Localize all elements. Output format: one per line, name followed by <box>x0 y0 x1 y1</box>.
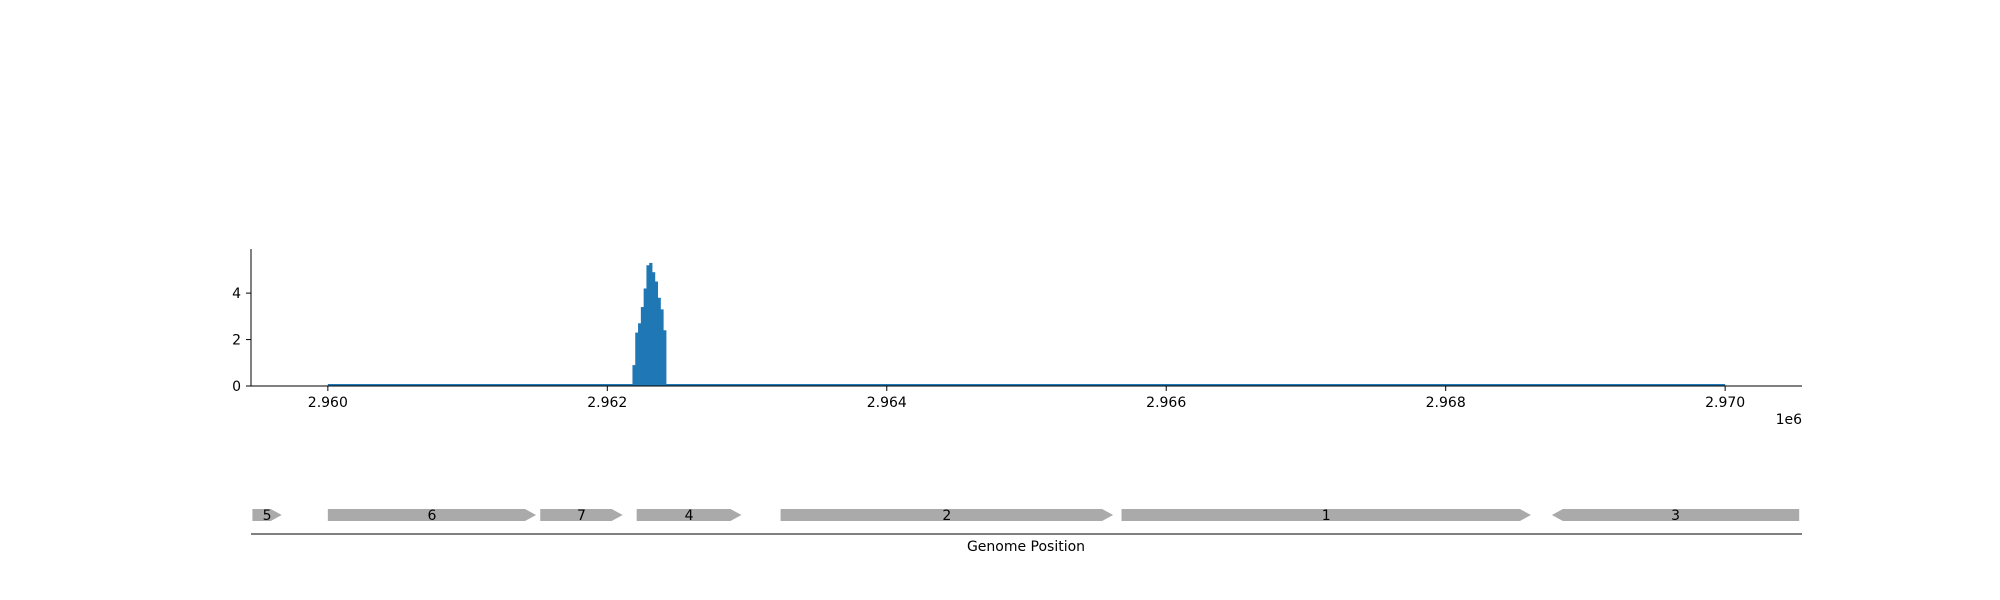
x-tick-label: 2.960 <box>308 395 348 411</box>
y-tick-label: 0 <box>232 379 241 395</box>
coverage-bar <box>657 297 661 386</box>
coverage-bar <box>652 272 656 386</box>
y-tick-label: 4 <box>232 286 241 302</box>
coverage-bar <box>663 330 667 386</box>
gene-label: 1 <box>1322 508 1331 524</box>
coverage-plot: 2.960 2.962 2.964 2.966 2.968 2.970 0 2 4 1e6 <box>232 249 1802 428</box>
x-tick-label: 2.966 <box>1146 395 1186 411</box>
coverage-bar <box>660 309 664 386</box>
gene-label: 4 <box>685 508 694 524</box>
gene-arrow <box>327 509 537 521</box>
gene-arrow <box>1551 509 1800 521</box>
gene-label: 3 <box>1671 508 1680 524</box>
x-tick-label: 2.964 <box>867 395 907 411</box>
gene-arrows: 5 6 7 4 2 1 3 <box>252 508 1800 524</box>
coverage-bar <box>646 265 650 386</box>
y-tick-label: 2 <box>232 333 241 349</box>
gene-track-xlabel: Genome Position <box>967 539 1085 555</box>
gene-arrow <box>540 509 623 521</box>
x-tick-label: 2.968 <box>1426 395 1466 411</box>
coverage-bar <box>640 307 645 386</box>
gene-arrow <box>636 509 742 521</box>
x-tick-label: 2.970 <box>1705 395 1745 411</box>
coverage-bar <box>649 262 653 386</box>
coverage-bar <box>638 323 642 386</box>
gene-label: 6 <box>427 508 436 524</box>
gene-label: 2 <box>942 508 951 524</box>
x-axis-offset-label: 1e6 <box>1776 412 1803 428</box>
gene-label: 7 <box>577 508 586 524</box>
coverage-area <box>632 262 667 386</box>
coverage-bar <box>654 281 659 386</box>
coverage-bar <box>632 365 636 386</box>
gene-arrow <box>1121 509 1531 521</box>
x-axis-ticks: 2.960 2.962 2.964 2.966 2.968 2.970 <box>308 386 1745 411</box>
coverage-bar <box>643 288 647 386</box>
gene-arrow <box>252 509 282 521</box>
coverage-bar <box>635 332 639 386</box>
gene-label: 5 <box>263 508 272 524</box>
gene-arrow <box>780 509 1114 521</box>
y-axis-ticks: 0 2 4 <box>232 286 251 395</box>
x-tick-label: 2.962 <box>587 395 627 411</box>
gene-track: 5 6 7 4 2 1 3 Genome Position <box>251 508 1802 555</box>
